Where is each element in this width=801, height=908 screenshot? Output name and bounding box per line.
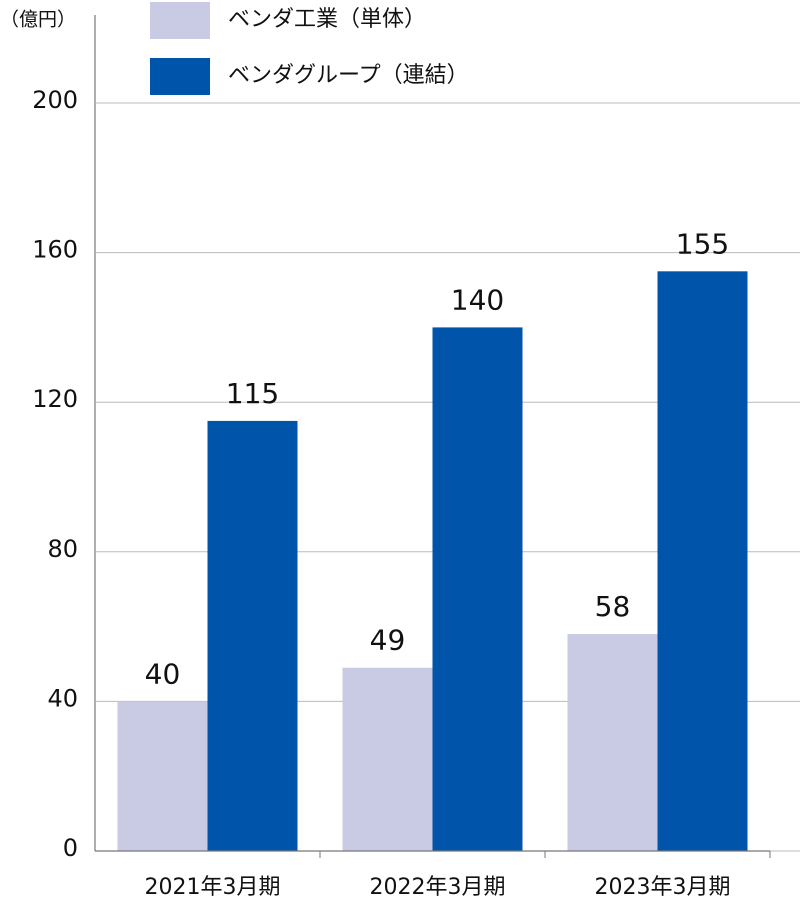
- value-label: 49: [370, 624, 406, 657]
- y-tick-label: 40: [47, 684, 78, 712]
- x-tick-label: 2023年3月期: [595, 875, 731, 900]
- y-tick-label: 200: [32, 86, 78, 114]
- bar: [117, 701, 208, 851]
- unit-label: （億円）: [0, 9, 76, 31]
- bar: [207, 420, 298, 851]
- legend-label: ベンダ工業（単体）: [228, 7, 426, 32]
- bar: [342, 667, 433, 851]
- legend-swatch: [150, 58, 210, 95]
- legend-swatch: [150, 2, 210, 39]
- y-tick-label: 160: [32, 236, 78, 264]
- bar: [432, 327, 523, 851]
- bar: [657, 271, 748, 851]
- value-label: 40: [145, 657, 181, 690]
- value-label: 115: [226, 377, 279, 410]
- bar: [567, 634, 658, 851]
- value-label: 58: [595, 590, 631, 623]
- x-tick-label: 2021年3月期: [145, 875, 281, 900]
- value-label: 155: [676, 227, 729, 260]
- value-label: 140: [451, 283, 504, 316]
- y-tick-label: 120: [32, 385, 78, 413]
- y-tick-label: 0: [63, 834, 78, 862]
- legend-label: ベンダグループ（連結）: [228, 63, 469, 88]
- y-tick-label: 80: [47, 535, 78, 563]
- x-tick-label: 2022年3月期: [370, 875, 506, 900]
